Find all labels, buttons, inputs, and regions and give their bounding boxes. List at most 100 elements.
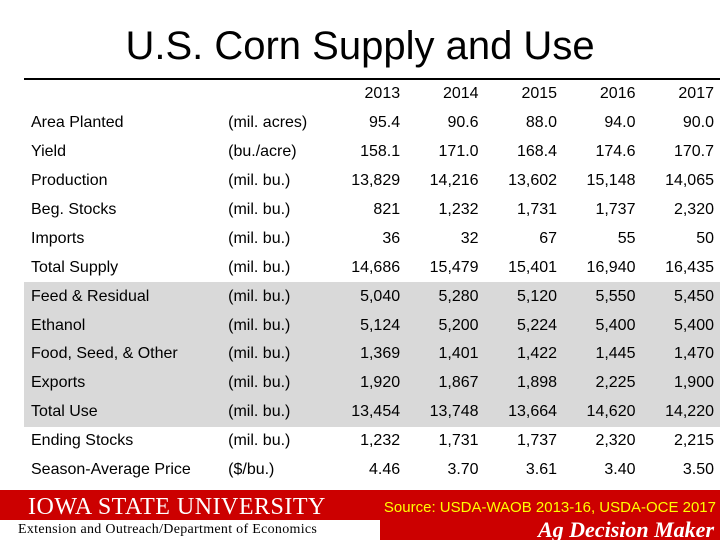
row-label: Production — [31, 172, 108, 190]
value-cell: 5,450 — [641, 282, 720, 312]
row-unit: (mil. bu.) — [228, 172, 291, 190]
value-cell: 15,479 — [429, 258, 479, 276]
row-unit: (mil. bu.) — [228, 432, 291, 450]
value-cell: 170.7 — [673, 143, 714, 161]
value-cell: 5,040 — [327, 282, 407, 312]
value-cell: 1,422 — [484, 340, 564, 369]
row-unit: (mil. bu.) — [228, 201, 291, 218]
value-cell: 36 — [382, 229, 401, 247]
row-label: Area Planted — [31, 114, 124, 132]
value-cell: 5,200 — [406, 311, 485, 341]
value-cell: 2,215 — [673, 432, 714, 450]
value-cell: 14,220 — [641, 397, 720, 427]
row-unit: (mil. bu.) — [228, 311, 328, 341]
row-unit: (mil. bu.) — [228, 368, 328, 398]
value-cell: 168.4 — [516, 143, 558, 161]
value-cell: 14,686 — [351, 258, 401, 276]
value-cell: 13,602 — [508, 172, 558, 190]
table-row: Ethanol (mil. bu.) 5,124 5,200 5,224 5,400 5,4… — [24, 311, 720, 341]
row-unit: (mil. bu.) — [228, 340, 328, 369]
row-label: Ethanol — [24, 311, 229, 341]
row-label: Food, Seed, & Other — [24, 340, 229, 369]
table-row: Imports (mil. bu.) 36 32 67 55 50 — [24, 224, 720, 253]
table-row: Season-Average Price ($/bu.) 4.46 3.70 3.61 3… — [24, 456, 720, 485]
row-label: Beg. Stocks — [31, 201, 117, 218]
year-header-row: 2013 2014 2015 2016 2017 — [24, 80, 720, 109]
value-cell: 1,900 — [641, 368, 720, 398]
value-cell: 1,920 — [327, 368, 407, 398]
value-cell: 1,369 — [327, 340, 407, 369]
value-cell: 15,148 — [586, 172, 636, 190]
department-strip: Extension and Outreach/Department of Eco… — [0, 520, 380, 540]
value-cell: 158.1 — [360, 143, 401, 161]
value-cell: 1,731 — [516, 201, 558, 218]
row-label: Yield — [31, 143, 66, 161]
header-blank-unit — [228, 80, 328, 109]
value-cell: 1,737 — [595, 201, 636, 218]
year-header: 2015 — [521, 85, 558, 103]
value-cell: 90.0 — [682, 114, 714, 132]
table-row: Food, Seed, & Other (mil. bu.) 1,369 1,401 1… — [24, 340, 720, 369]
value-cell: 14,216 — [429, 172, 479, 190]
value-cell: 13,664 — [484, 397, 564, 427]
value-cell: 3.50 — [682, 461, 714, 479]
row-label: Exports — [24, 368, 229, 398]
value-cell: 14,620 — [563, 397, 642, 427]
value-cell: 3.61 — [525, 461, 558, 479]
table-row: Production (mil. bu.) 13,829 14,216 13,602 15… — [24, 167, 720, 196]
value-cell: 88.0 — [525, 114, 558, 132]
department-text: Extension and Outreach/Department of Eco… — [18, 522, 318, 537]
value-cell: 1,867 — [406, 368, 485, 398]
row-unit: (mil. bu.) — [228, 229, 291, 247]
row-label: Feed & Residual — [24, 282, 229, 312]
value-cell: 5,224 — [484, 311, 564, 341]
supply-use-table: 2013 2014 2015 2016 2017 Area Planted (mi… — [24, 80, 720, 484]
page-title: U.S. Corn Supply and Use — [125, 24, 595, 68]
year-header: 2014 — [442, 85, 479, 103]
value-cell: 171.0 — [438, 143, 479, 161]
value-cell: 2,225 — [563, 368, 642, 398]
year-header: 2017 — [678, 85, 714, 103]
year-header: 2013 — [364, 85, 401, 103]
table-row: Area Planted (mil. acres) 95.4 90.6 88.0 94.0… — [24, 109, 720, 138]
value-cell: 94.0 — [604, 114, 636, 132]
value-cell: 5,120 — [484, 282, 564, 312]
university-logo: Iowa State University — [28, 494, 326, 521]
value-cell: 3.40 — [604, 461, 636, 479]
value-cell: 5,124 — [327, 311, 407, 341]
value-cell: 5,400 — [641, 311, 720, 341]
row-label: Ending Stocks — [31, 432, 134, 450]
row-label: Season-Average Price — [31, 461, 191, 479]
value-cell: 13,748 — [406, 397, 485, 427]
table-row: Yield (bu./acre) 158.1 171.0 168.4 174.6 170.7 — [24, 138, 720, 167]
value-cell: 32 — [460, 229, 479, 247]
table-row: Beg. Stocks (mil. bu.) 821 1,232 1,731 1,737 2… — [24, 196, 720, 225]
table-row: Exports (mil. bu.) 1,920 1,867 1,898 2,225 1,9… — [24, 368, 720, 398]
header-rule — [24, 78, 720, 80]
table-row: Total Supply (mil. bu.) 14,686 15,479 15,401… — [24, 253, 720, 282]
university-name: Iowa State University — [28, 494, 326, 520]
value-cell: 1,470 — [641, 340, 720, 369]
value-cell: 2,320 — [673, 201, 714, 218]
value-cell: 15,401 — [508, 258, 558, 276]
value-cell: 821 — [373, 201, 401, 218]
value-cell: 55 — [617, 229, 636, 247]
value-cell: 5,280 — [406, 282, 485, 312]
value-cell: 50 — [696, 229, 714, 247]
row-label: Imports — [31, 229, 85, 247]
value-cell: 90.6 — [447, 114, 479, 132]
value-cell: 3.70 — [447, 461, 479, 479]
source-note: Source: USDA-WAOB 2013-16, USDA-OCE 2017 — [383, 499, 716, 516]
value-cell: 16,435 — [665, 258, 714, 276]
value-cell: 1,898 — [484, 368, 564, 398]
value-cell: 5,400 — [563, 311, 642, 341]
value-cell: 16,940 — [586, 258, 636, 276]
value-cell: 1,445 — [563, 340, 642, 369]
row-unit: ($/bu.) — [228, 461, 275, 479]
value-cell: 4.46 — [368, 461, 401, 479]
value-cell: 14,065 — [665, 172, 714, 190]
table-row: Feed & Residual (mil. bu.) 5,040 5,280 5,120… — [24, 282, 720, 312]
value-cell: 13,829 — [351, 172, 401, 190]
value-cell: 1,232 — [360, 432, 401, 450]
table-row: Total Use (mil. bu.) 13,454 13,748 13,664 14,… — [24, 397, 720, 427]
